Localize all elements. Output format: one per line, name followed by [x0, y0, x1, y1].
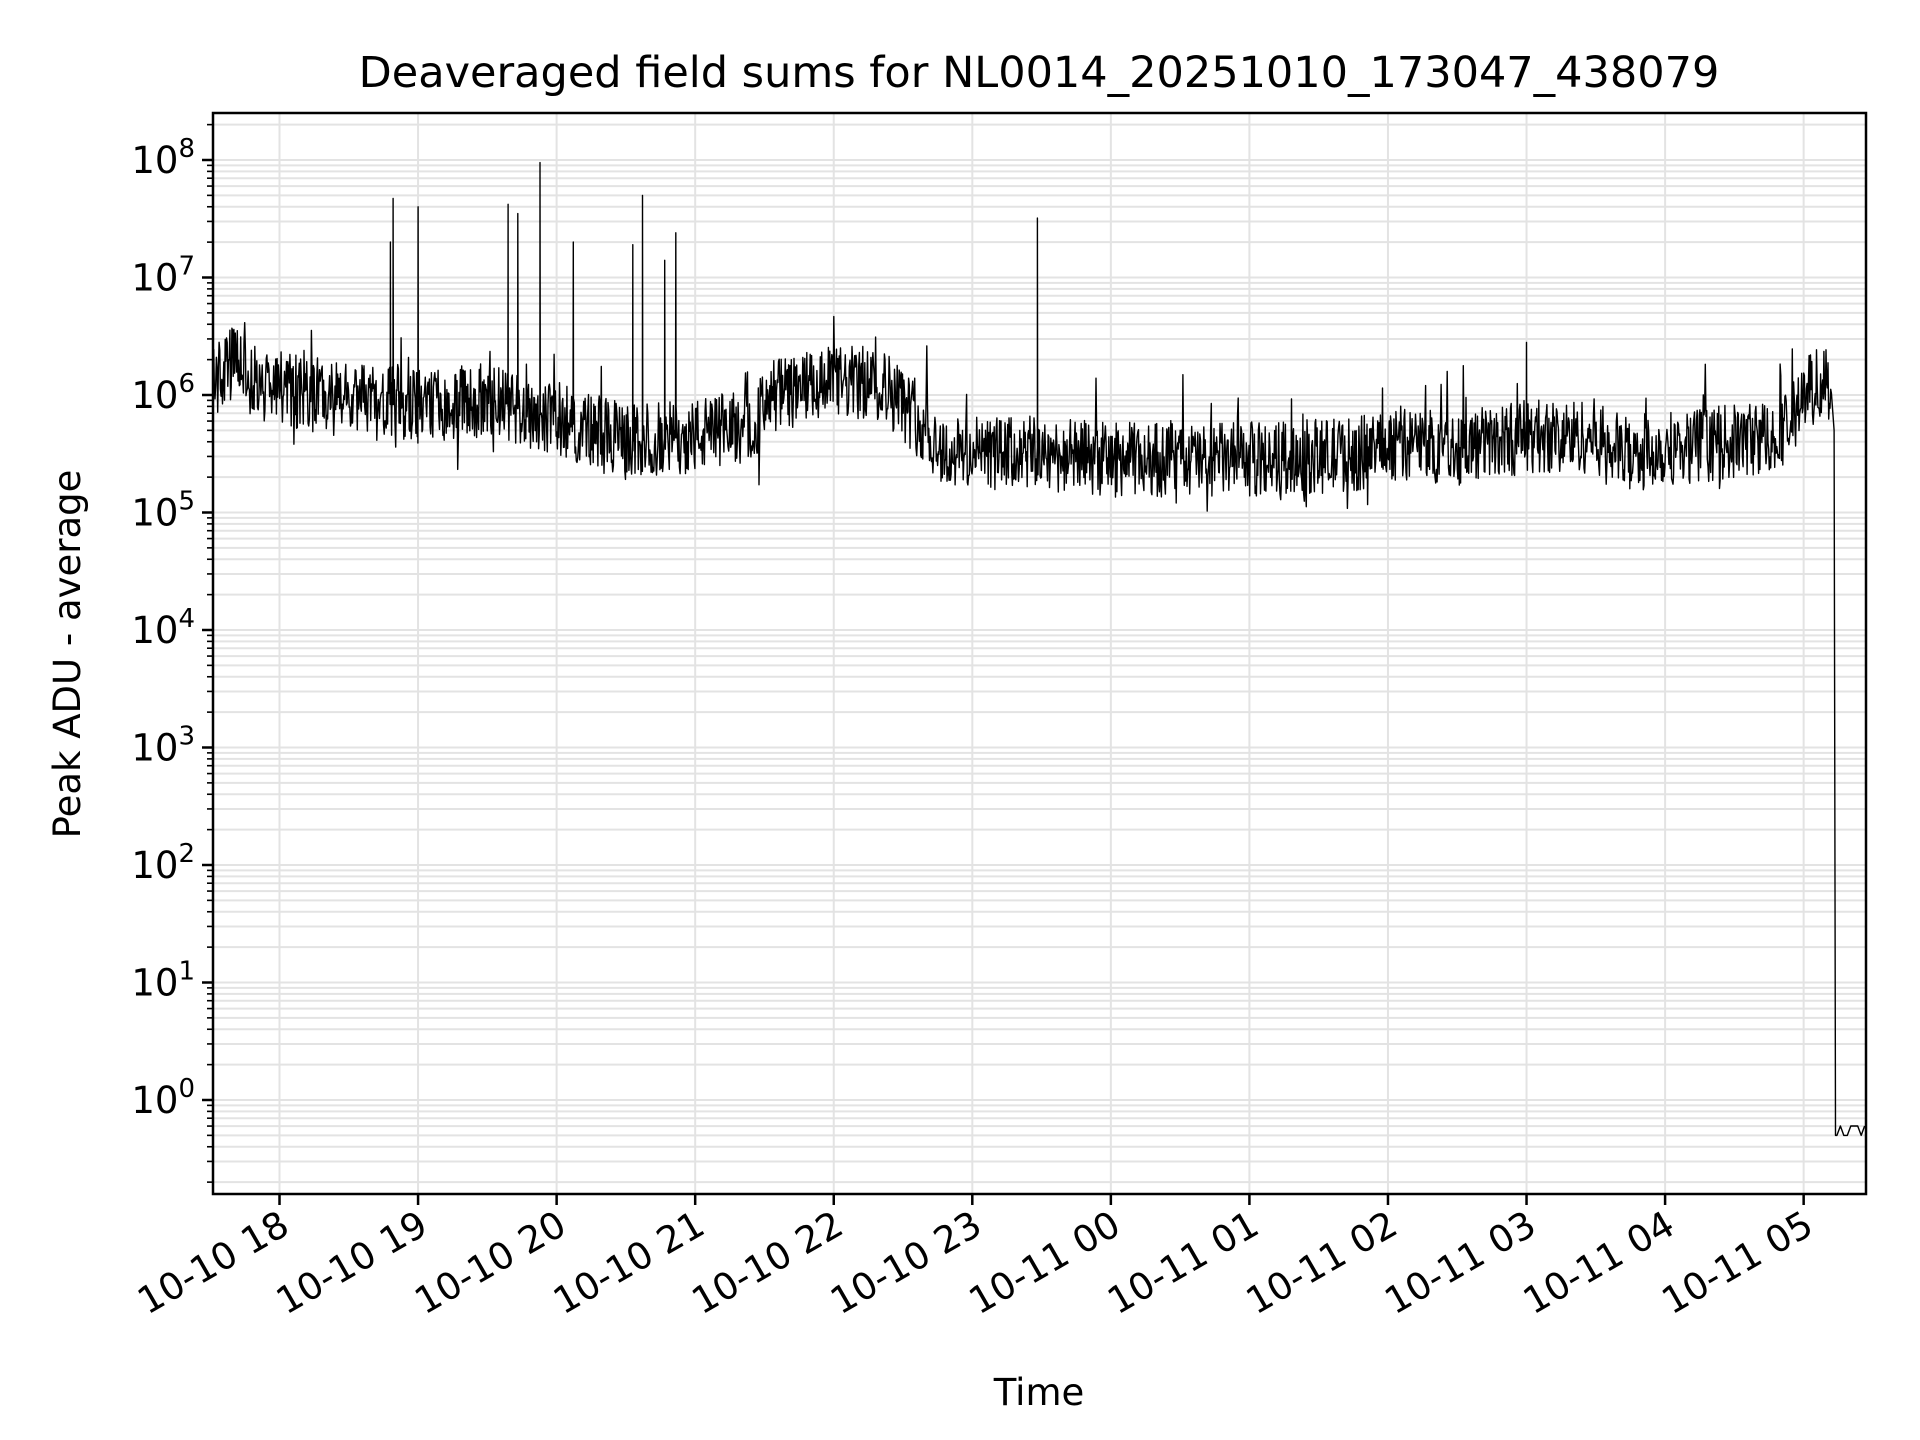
y-tick-label: 101 [131, 957, 195, 1005]
y-tick-label: 103 [131, 722, 195, 770]
plot-frame [211, 111, 1868, 1196]
y-tick-exponent: 2 [178, 839, 195, 869]
y-tick-label: 104 [131, 604, 195, 652]
y-tick-exponent: 6 [178, 369, 195, 399]
y-tick-base: 10 [131, 374, 178, 417]
y-tick-exponent: 7 [178, 252, 195, 282]
y-tick-exponent: 4 [178, 604, 195, 634]
y-tick-label: 107 [131, 252, 195, 300]
chart-title: Deaveraged field sums for NL0014_2025101… [359, 48, 1720, 98]
y-tick-label: 108 [131, 134, 195, 182]
y-tick-base: 10 [131, 844, 178, 887]
grid-layer [213, 113, 1866, 1194]
y-tick-base: 10 [131, 1079, 178, 1122]
y-tick-base: 10 [131, 257, 178, 300]
y-tick-exponent: 8 [178, 134, 195, 164]
y-tick-base: 10 [131, 727, 178, 770]
y-tick-label: 102 [131, 839, 195, 887]
y-tick-label: 105 [131, 487, 195, 535]
y-tick-label: 106 [131, 369, 195, 417]
y-tick-base: 10 [131, 492, 178, 535]
y-tick-label: 100 [131, 1074, 195, 1122]
y-tick-exponent: 1 [178, 957, 195, 987]
y-tick-base: 10 [131, 609, 178, 652]
y-tick-base: 10 [131, 962, 178, 1005]
y-tick-exponent: 5 [178, 487, 195, 517]
y-tick-exponent: 0 [178, 1074, 195, 1104]
y-tick-base: 10 [131, 139, 178, 182]
y-axis-label: Peak ADU - average [46, 470, 89, 839]
x-axis-label: Time [993, 1371, 1085, 1414]
y-tick-exponent: 3 [178, 722, 195, 752]
series-line [213, 161, 1866, 1137]
